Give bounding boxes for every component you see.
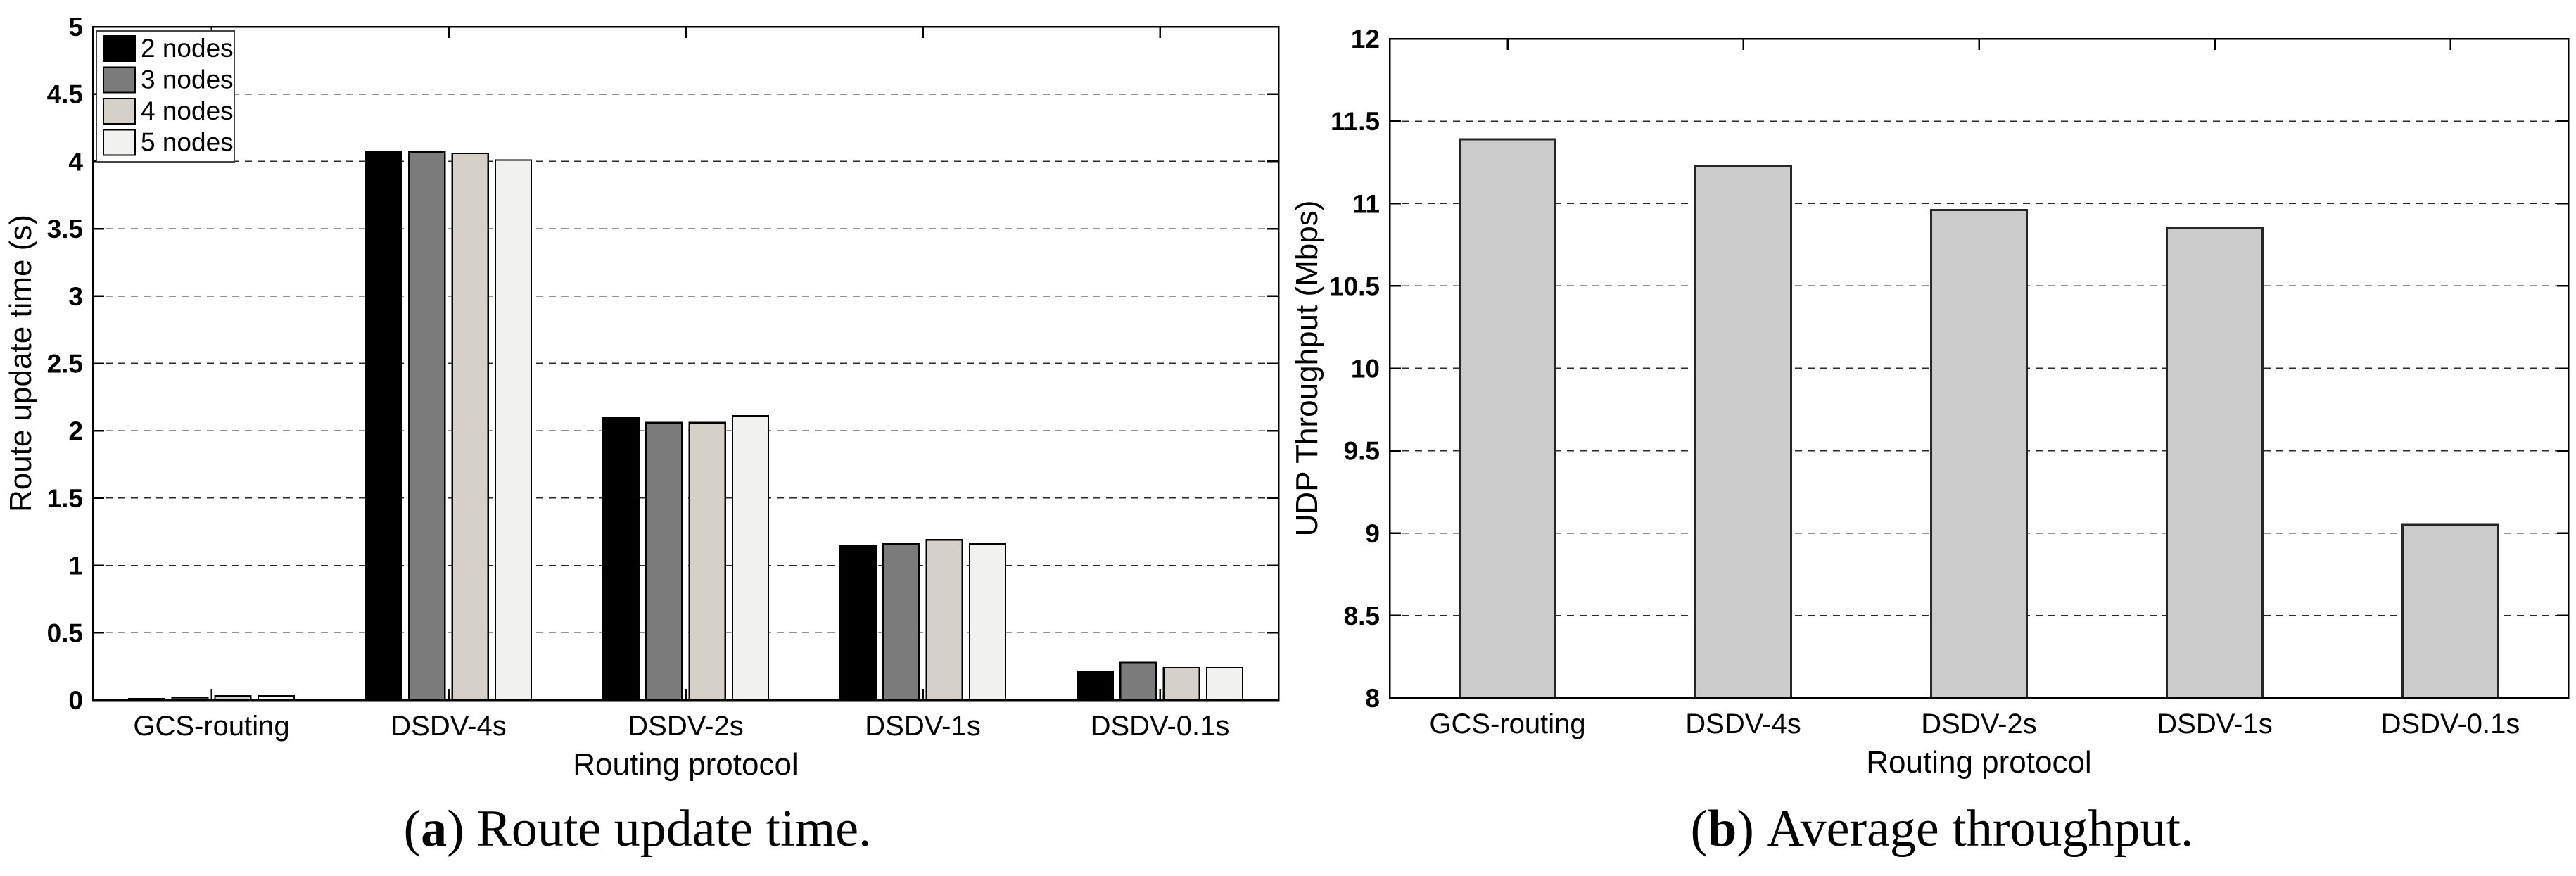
legend-swatch xyxy=(103,66,136,94)
y-tick-label: 9.5 xyxy=(1344,437,1380,466)
y-tick-label: 2 xyxy=(68,417,83,445)
bar xyxy=(1076,671,1115,702)
y-tick-label: 1 xyxy=(68,552,83,580)
bar xyxy=(2166,227,2264,699)
y-tick-label: 8 xyxy=(1365,684,1380,713)
caption-a: (a) Route update time. xyxy=(0,799,1275,859)
x-tick-label: DSDV-0.1s xyxy=(1091,711,1230,742)
x-tick-label: DSDV-2s xyxy=(1921,709,2037,739)
plot-box xyxy=(91,25,1280,702)
bar xyxy=(645,421,683,702)
x-tick-label: GCS-routing xyxy=(133,711,289,742)
y-tick-label: 5 xyxy=(68,13,83,42)
caption-a-text: Route update time. xyxy=(476,800,872,858)
y-tick-label: 2.5 xyxy=(47,350,83,379)
bar xyxy=(364,151,403,702)
x-axis-title: Routing protocol xyxy=(573,747,798,782)
x-tick-label: DSDV-0.1s xyxy=(2381,709,2520,739)
y-tick-label: 12 xyxy=(1351,25,1380,53)
bar xyxy=(839,544,877,702)
caption-a-open-paren: ( xyxy=(403,800,421,858)
bar xyxy=(1162,666,1200,702)
caption-b: (b) Average throughput. xyxy=(1309,799,2575,859)
caption-b-close-paren: ) xyxy=(1737,800,1754,858)
y-tick-label: 0 xyxy=(68,686,83,715)
y-tick-label: 0.5 xyxy=(47,618,83,647)
legend-swatch xyxy=(103,35,136,62)
caption-a-close-paren: ) xyxy=(447,800,464,858)
bar xyxy=(408,151,446,702)
legend-swatch xyxy=(103,98,136,125)
bar xyxy=(1694,164,1792,699)
plot-box xyxy=(1388,37,2570,699)
y-tick-label: 1.5 xyxy=(47,484,83,513)
y-axis-title: Route update time (s) xyxy=(4,215,38,512)
y-tick-label: 10 xyxy=(1351,355,1380,383)
x-axis-title: Routing protocol xyxy=(1866,745,2091,780)
x-tick-label: DSDV-4s xyxy=(391,711,507,742)
y-tick-label: 10.5 xyxy=(1329,272,1380,300)
bar xyxy=(602,416,640,702)
bar xyxy=(1930,209,2028,699)
y-tick-label: 9 xyxy=(1365,519,1380,548)
bar xyxy=(925,539,963,702)
bar xyxy=(1459,138,1556,699)
y-axis-title: UDP Throughput (Mbps) xyxy=(1290,201,1324,537)
caption-b-letter: b xyxy=(1708,800,1737,858)
y-tick-label: 3 xyxy=(68,282,83,311)
x-tick-label: GCS-routing xyxy=(1429,709,1585,739)
y-tick-label: 11 xyxy=(1352,189,1380,218)
y-tick-label: 4.5 xyxy=(47,80,83,109)
legend-swatch xyxy=(103,129,136,156)
y-tick-label: 3.5 xyxy=(47,215,83,243)
bar xyxy=(882,542,920,702)
bar xyxy=(688,421,726,702)
caption-b-text: Average throughput. xyxy=(1766,800,2194,858)
y-tick-label: 8.5 xyxy=(1344,602,1380,630)
bar xyxy=(968,542,1007,702)
x-tick-label: DSDV-1s xyxy=(865,711,981,742)
bar xyxy=(731,415,770,702)
x-tick-label: DSDV-2s xyxy=(628,711,744,742)
bar xyxy=(1205,666,1244,702)
bar xyxy=(451,152,489,702)
x-tick-label: DSDV-1s xyxy=(2157,709,2273,739)
legend-label: 3 nodes xyxy=(141,65,234,94)
legend-label: 5 nodes xyxy=(141,128,234,157)
caption-a-letter: a xyxy=(421,800,448,858)
y-tick-label: 4 xyxy=(68,147,83,176)
bar xyxy=(494,159,533,702)
legend-label: 4 nodes xyxy=(141,96,234,125)
y-tick-label: 11.5 xyxy=(1331,107,1380,136)
x-tick-label: DSDV-4s xyxy=(1685,709,1801,739)
legend-label: 2 nodes xyxy=(141,34,234,63)
bar xyxy=(2401,523,2499,699)
caption-b-open-paren: ( xyxy=(1690,800,1708,858)
bar xyxy=(1119,661,1157,702)
